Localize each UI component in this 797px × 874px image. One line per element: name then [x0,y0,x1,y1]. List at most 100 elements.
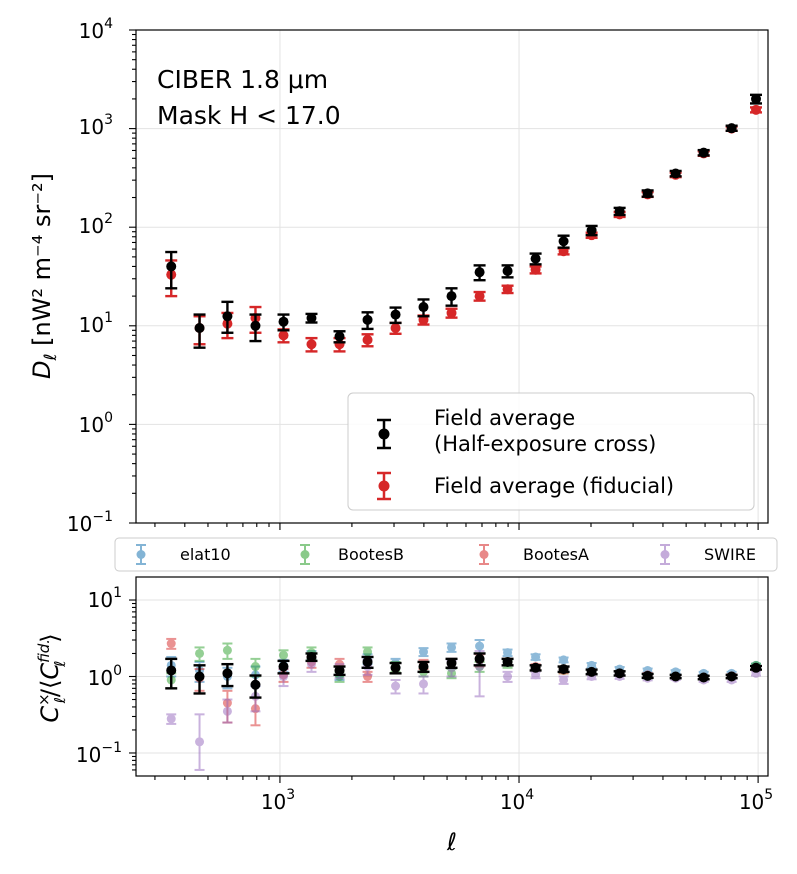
data-point [474,291,485,302]
data-point [751,104,762,115]
data-point [250,662,260,672]
data-point [531,652,541,662]
top-ytick-label: 102 [79,211,113,238]
data-point [222,668,233,679]
annotation-instrument: CIBER 1.8 μm [157,65,328,94]
legend-marker-elat10 [136,544,146,565]
data-point [503,672,513,681]
legend-marker-bootesa [479,544,489,565]
xtick-label-1e4: 104 [500,787,534,814]
data-point [670,168,681,179]
data-point [166,714,176,724]
data-point [363,647,373,657]
legend-label-elat10: elat10 [180,545,231,564]
data-point [222,645,232,655]
data-point [502,656,513,667]
data-point [698,147,709,158]
top-y-tick-labels: 10−1 100 101 102 103 104 [67,16,113,536]
data-point [418,302,429,313]
top-ytick-label: 101 [79,310,113,337]
top-axes-frame [135,29,769,524]
data-point [418,679,428,689]
data-point [642,670,653,681]
top-series-layer [165,93,763,353]
top-y-ticks [129,29,136,524]
data-point [475,641,485,651]
top-legend-box [347,392,755,511]
series-field-average-half-exposure-cross- [165,651,763,699]
bottom-ytick-label: 10−1 [76,740,122,767]
data-point [306,312,317,323]
bottom-series-layer [165,637,763,771]
data-point [362,334,373,345]
legend-marker-half-exposure [377,418,391,450]
data-point [418,647,428,657]
data-point [334,331,345,342]
data-point [446,291,457,302]
legend-label-half-exposure-1: Field average [434,406,575,430]
data-point [194,322,205,333]
top-ytick-label: 104 [79,16,113,43]
legend-label-bootesa: BootesA [523,545,589,564]
data-point [446,307,457,318]
data-point [726,671,737,682]
bottom-y-tick-labels: 10−1 100 101 [76,585,122,767]
xtick-label-1e3: 103 [261,787,295,814]
data-point [278,316,289,327]
data-point [362,656,373,667]
data-point [531,670,541,680]
data-point [698,672,709,683]
legend-label-half-exposure-2: (Half-exposure cross) [434,432,656,456]
field-legend: elat10 BootesB BootesA SWIRE [114,537,778,572]
data-point [166,261,177,272]
data-point [222,311,233,322]
bottom-y-ticks [129,599,136,771]
data-point [250,679,261,690]
data-point [362,314,373,325]
data-point [250,320,261,331]
bottom-x-ticks [154,776,759,783]
top-legend: Field average (Half-exposure cross) Fiel… [347,392,755,511]
top-ytick-label: 100 [79,410,113,437]
top-x-ticks [154,523,759,530]
top-ytick-label: 10−1 [67,509,113,536]
data-point [751,93,762,104]
data-point [559,655,569,665]
data-point [278,330,289,341]
field-legend-box [114,537,778,572]
data-point [390,662,401,673]
bottom-panel: 10−1 100 101 103 104 105 C×ℓ/⟨Cfid.ℓ⟩ ℓ [35,576,773,856]
data-point [390,309,401,320]
data-point [586,666,597,677]
data-point [166,665,177,676]
bottom-x-tick-labels: 103 104 105 [261,787,773,814]
data-point [222,706,232,716]
data-point [474,267,485,278]
data-point [446,658,457,669]
data-point [614,206,625,217]
data-point [614,668,625,679]
data-point [530,264,541,275]
bottom-y-axis-label: C×ℓ/⟨Cfid.ℓ⟩ [35,633,69,722]
data-point [194,671,205,682]
data-point [474,653,485,664]
data-point [195,737,205,747]
data-point [751,662,762,673]
data-point [502,284,513,295]
top-y-axis-label: Dℓ [nW² m⁻⁴ sr⁻²] [28,173,61,379]
legend-marker-bootesb [300,544,310,565]
data-point [447,642,457,652]
bottom-ytick-label: 101 [88,585,122,612]
data-point [502,265,513,276]
bottom-x-axis-label: ℓ [446,828,457,856]
data-point [558,664,569,675]
data-point [503,648,513,658]
bottom-ytick-label: 100 [88,663,122,690]
xtick-label-1e5: 105 [739,787,773,814]
legend-label-swire: SWIRE [704,545,756,564]
top-ytick-label: 103 [79,112,113,139]
series-field-average-half-exposure-cross- [165,93,763,349]
legend-marker-fiducial [377,471,391,501]
data-point [279,650,289,660]
